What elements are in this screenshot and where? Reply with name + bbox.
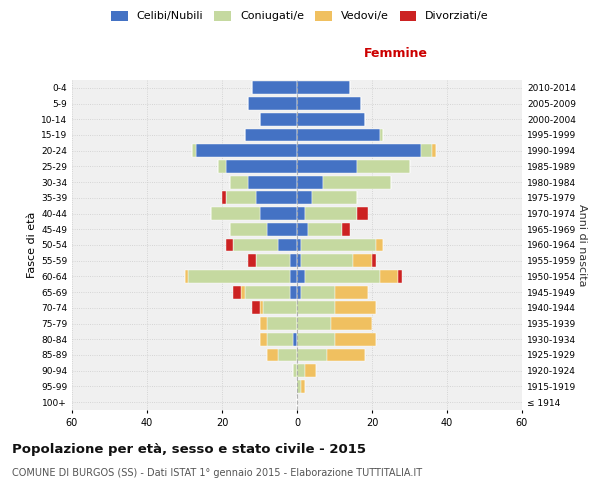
Bar xyxy=(245,128,297,141)
Bar xyxy=(260,113,297,126)
Bar xyxy=(297,128,380,141)
Bar xyxy=(192,144,196,157)
Bar xyxy=(376,238,383,252)
Bar xyxy=(248,254,256,267)
Text: Femmine: Femmine xyxy=(364,47,428,60)
Legend: Celibi/Nubili, Coniugati/e, Vedovi/e, Divorziati/e: Celibi/Nubili, Coniugati/e, Vedovi/e, Di… xyxy=(111,10,489,22)
Bar xyxy=(267,333,293,345)
Bar xyxy=(357,207,368,220)
Bar xyxy=(196,144,297,157)
Bar xyxy=(305,270,380,283)
Bar xyxy=(297,176,323,188)
Bar xyxy=(335,286,368,298)
Bar xyxy=(226,192,256,204)
Text: COMUNE DI BURGOS (SS) - Dati ISTAT 1° gennaio 2015 - Elaborazione TUTTITALIA.IT: COMUNE DI BURGOS (SS) - Dati ISTAT 1° ge… xyxy=(12,468,422,477)
Bar xyxy=(297,160,357,173)
Bar xyxy=(188,270,290,283)
Bar xyxy=(260,317,267,330)
Bar xyxy=(327,348,365,362)
Bar xyxy=(301,380,305,393)
Bar xyxy=(301,238,376,252)
Bar xyxy=(233,286,241,298)
Bar xyxy=(335,302,376,314)
Bar xyxy=(248,176,297,188)
Bar xyxy=(278,238,297,252)
Bar xyxy=(256,192,297,204)
Bar xyxy=(323,176,391,188)
Bar xyxy=(297,82,349,94)
Text: Popolazione per età, sesso e stato civile - 2015: Popolazione per età, sesso e stato civil… xyxy=(12,442,366,456)
Bar xyxy=(278,348,297,362)
Bar xyxy=(398,270,402,283)
Bar xyxy=(222,192,226,204)
Bar xyxy=(297,333,335,345)
Bar xyxy=(290,270,297,283)
Bar xyxy=(342,223,349,235)
Bar xyxy=(260,333,267,345)
Bar xyxy=(297,317,331,330)
Bar xyxy=(267,317,297,330)
Bar xyxy=(260,302,263,314)
Bar xyxy=(380,270,398,283)
Bar xyxy=(267,348,278,362)
Bar xyxy=(252,302,260,314)
Bar xyxy=(290,254,297,267)
Bar xyxy=(297,223,308,235)
Bar xyxy=(297,254,301,267)
Bar xyxy=(241,286,245,298)
Bar xyxy=(248,97,297,110)
Bar xyxy=(305,364,316,377)
Bar xyxy=(297,302,335,314)
Bar xyxy=(301,254,353,267)
Bar xyxy=(297,192,312,204)
Y-axis label: Anni di nascita: Anni di nascita xyxy=(577,204,587,286)
Bar xyxy=(185,270,188,283)
Bar xyxy=(229,223,267,235)
Bar xyxy=(297,144,421,157)
Bar xyxy=(357,160,409,173)
Bar xyxy=(233,238,278,252)
Bar xyxy=(297,364,305,377)
Bar xyxy=(226,160,297,173)
Bar xyxy=(218,160,226,173)
Y-axis label: Fasce di età: Fasce di età xyxy=(27,212,37,278)
Bar xyxy=(297,380,301,393)
Bar xyxy=(308,223,342,235)
Bar xyxy=(297,286,301,298)
Bar xyxy=(293,364,297,377)
Bar xyxy=(297,113,365,126)
Bar xyxy=(353,254,372,267)
Bar xyxy=(380,128,383,141)
Bar xyxy=(312,192,357,204)
Bar xyxy=(297,270,305,283)
Bar xyxy=(229,176,248,188)
Bar xyxy=(297,238,301,252)
Bar xyxy=(421,144,432,157)
Bar xyxy=(305,207,357,220)
Bar xyxy=(260,207,297,220)
Bar xyxy=(293,333,297,345)
Bar xyxy=(432,144,436,157)
Bar xyxy=(331,317,372,330)
Bar xyxy=(335,333,376,345)
Bar xyxy=(267,223,297,235)
Bar xyxy=(263,302,297,314)
Bar xyxy=(290,286,297,298)
Bar xyxy=(297,97,361,110)
Bar xyxy=(301,286,335,298)
Bar xyxy=(211,207,260,220)
Bar xyxy=(256,254,290,267)
Bar xyxy=(297,348,327,362)
Bar xyxy=(297,207,305,220)
Bar xyxy=(252,82,297,94)
Bar xyxy=(372,254,376,267)
Bar xyxy=(226,238,233,252)
Bar xyxy=(245,286,290,298)
